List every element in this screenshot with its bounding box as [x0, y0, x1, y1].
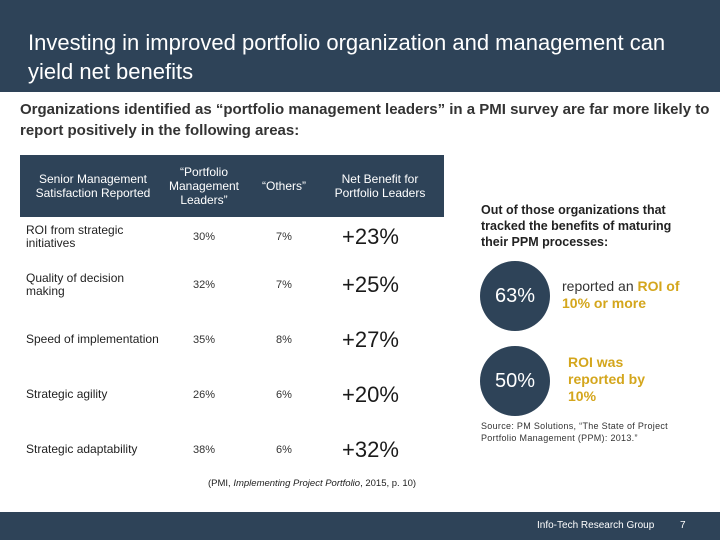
net-benefit-value: +25% — [342, 271, 399, 297]
table-row: Quality of decision making 32% 7% +25% — [20, 257, 444, 312]
table-citation: (PMI, Implementing Project Portfolio, 20… — [208, 478, 416, 489]
others-value: 6% — [276, 443, 292, 456]
leaders-value: 35% — [192, 333, 216, 346]
leaders-value: 32% — [192, 278, 216, 291]
slide-title: Investing in improved portfolio organiza… — [28, 30, 666, 84]
net-benefit-value: +20% — [342, 381, 399, 407]
stat-text-reported: ROI was reported by 10% — [568, 354, 668, 405]
net-benefit-value: +27% — [342, 326, 399, 352]
benefits-table: Senior Management Satisfaction Reported … — [20, 155, 444, 477]
leaders-value: 26% — [192, 388, 216, 401]
table-row: Strategic agility 26% 6% +20% — [20, 367, 444, 422]
footer-org: Info-Tech Research Group — [537, 520, 655, 531]
header-leaders: “Portfolio Management Leaders” — [168, 165, 240, 207]
header-satisfaction: Senior Management Satisfaction Reported — [35, 172, 151, 200]
table-row: Strategic adaptability 38% 6% +32% — [20, 422, 444, 477]
row-label: ROI from strategic initiatives — [26, 223, 124, 250]
others-value: 7% — [276, 231, 292, 243]
row-label: Strategic adaptability — [26, 442, 138, 456]
net-benefit-value: +23% — [342, 224, 399, 249]
leaders-value: 30% — [192, 231, 216, 243]
citation-prefix: (PMI, — [208, 478, 234, 489]
others-value: 8% — [276, 333, 292, 346]
header-others: “Others” — [261, 179, 306, 193]
stat-circle-63: 63% — [480, 261, 550, 331]
row-label: Strategic agility — [26, 387, 108, 401]
title-bar: Investing in improved portfolio organiza… — [0, 0, 720, 92]
page-number: 7 — [680, 520, 686, 531]
header-net-benefit: Net Benefit for Portfolio Leaders — [334, 172, 426, 200]
net-benefit-value: +32% — [342, 436, 399, 462]
row-label: Quality of decision making — [26, 270, 125, 298]
others-value: 6% — [276, 388, 292, 401]
table-row: Speed of implementation 35% 8% +27% — [20, 312, 444, 367]
stat1-text-a: reported an — [562, 278, 638, 294]
stat1-highlight: ROI of 10% — [562, 278, 680, 311]
stat1-text-c: or more — [590, 295, 647, 311]
slide-subtitle: Organizations identified as “portfolio m… — [20, 101, 710, 139]
row-label: Speed of implementation — [26, 332, 159, 346]
table-header: Senior Management Satisfaction Reported … — [20, 155, 444, 217]
others-value: 7% — [276, 278, 292, 291]
stat-text-roi-10: reported an ROI of 10% or more — [562, 278, 694, 312]
stat-circle-50: 50% — [480, 346, 550, 416]
stat2-text-b: was reported by 10% — [568, 354, 646, 404]
stat2-highlight: ROI — [568, 354, 593, 370]
footer-bar: Info-Tech Research Group 7 — [0, 512, 720, 540]
citation-title: Implementing Project Portfolio — [233, 478, 361, 489]
leaders-value: 38% — [192, 443, 216, 456]
table-row: ROI from strategic initiatives 30% 7% +2… — [20, 217, 444, 257]
source-note: Source: PM Solutions, “The State of Proj… — [481, 421, 668, 443]
side-intro: Out of those organizations that tracked … — [481, 203, 672, 249]
citation-suffix: , 2015, p. 10) — [360, 478, 417, 489]
